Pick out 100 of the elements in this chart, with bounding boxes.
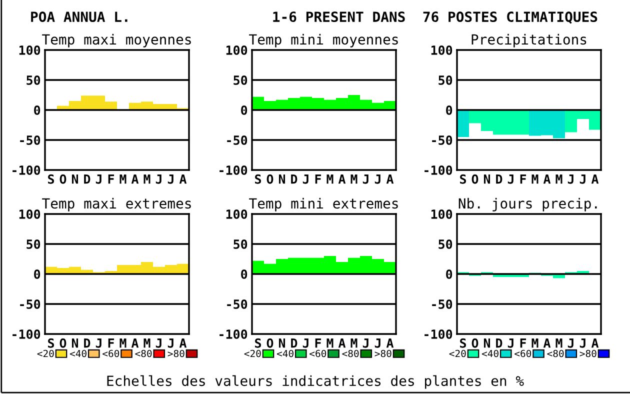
x-tick-label: M (144, 174, 150, 184)
x-tick-label: S (460, 174, 466, 184)
legend-label: <60 (102, 350, 120, 358)
x-tick-label: A (338, 174, 346, 184)
x-tick-label: N (484, 174, 490, 184)
legend-label: <20 (37, 350, 54, 358)
chart-title: Precipitations (472, 34, 586, 48)
x-tick-label: A (386, 338, 394, 348)
legend-label: <20 (449, 350, 466, 358)
x-tick-label: M (556, 338, 562, 348)
x-tick-label: O (472, 174, 478, 184)
chart-title: Temp maxi extremes (42, 198, 191, 212)
text: 1-6 PRESENT DANS 76 POSTES CLIMATIQUES (273, 12, 598, 24)
x-tick-label: D (291, 338, 298, 348)
legend-label: >80 (168, 350, 184, 358)
y-tick-label: 100 (431, 209, 452, 219)
chart-title: Temp maxi moyennes (42, 34, 191, 48)
y-tick-label: -100 (424, 329, 452, 339)
x-tick-label: F (108, 338, 114, 348)
x-tick-label: J (96, 174, 102, 184)
x-tick-label: J (580, 338, 586, 348)
y-tick-label: 50 (26, 75, 40, 85)
x-tick-label: A (131, 338, 139, 348)
y-tick-label: 100 (431, 45, 452, 55)
x-tick-label: F (315, 338, 322, 348)
x-tick-label: A (179, 338, 187, 348)
text: POA ANNUA L. (31, 12, 128, 22)
x-tick-label: O (60, 338, 66, 348)
y-tick-label: -50 (432, 135, 452, 145)
x-tick-label: M (350, 338, 358, 348)
x-tick-label: J (156, 174, 162, 184)
y-tick-label: 0 (34, 269, 40, 279)
y-tick-label: 100 (226, 45, 248, 55)
x-tick-label: J (568, 338, 574, 348)
y-tick-label: -100 (12, 165, 40, 175)
x-tick-label: M (350, 174, 358, 184)
legend-label: <60 (514, 350, 532, 358)
x-tick-label: F (315, 174, 322, 184)
x-tick-label: A (131, 174, 139, 184)
x-tick-label: M (120, 174, 126, 184)
x-tick-label: J (362, 174, 368, 184)
y-tick-label: 0 (446, 269, 452, 279)
legend-label: >80 (374, 350, 392, 358)
x-tick-label: M (532, 174, 538, 184)
x-tick-label: D (496, 174, 502, 184)
legend-label: >80 (580, 350, 596, 358)
legend-label: <80 (342, 350, 359, 358)
x-tick-label: O (266, 338, 274, 348)
text: Echelles des valeurs indicatrices des plantes en % (107, 375, 524, 389)
x-tick-label: J (168, 174, 174, 184)
legend-label: <40 (276, 350, 294, 358)
x-tick-label: D (84, 174, 90, 184)
y-tick-label: -100 (12, 329, 40, 339)
x-tick-label: N (72, 174, 78, 184)
legend-label: <20 (244, 350, 261, 358)
x-tick-label: F (108, 174, 114, 184)
x-tick-label: S (48, 338, 54, 348)
y-tick-label: -50 (227, 299, 248, 309)
legend-label: <40 (70, 350, 86, 358)
x-tick-label: J (374, 338, 380, 348)
legend-label: <80 (547, 350, 564, 358)
y-tick-label: -100 (220, 329, 248, 339)
y-tick-label: 50 (234, 75, 248, 85)
y-tick-label: 50 (234, 239, 248, 249)
x-tick-label: D (291, 174, 298, 184)
y-tick-label: 100 (19, 45, 40, 55)
y-tick-label: -50 (20, 299, 40, 309)
x-tick-label: J (168, 338, 174, 348)
x-tick-label: J (302, 338, 308, 348)
x-tick-label: A (543, 338, 551, 348)
x-tick-label: A (386, 174, 394, 184)
x-tick-label: J (508, 338, 514, 348)
x-tick-label: A (543, 174, 551, 184)
x-tick-label: A (591, 174, 599, 184)
x-tick-label: O (266, 174, 274, 184)
legend-label: <60 (310, 350, 326, 358)
x-tick-label: D (496, 338, 502, 348)
x-tick-label: J (568, 174, 574, 184)
x-tick-label: J (96, 338, 102, 348)
y-tick-label: 0 (241, 105, 248, 115)
y-tick-label: 50 (26, 239, 40, 249)
y-tick-label: -100 (220, 165, 248, 175)
x-tick-label: S (255, 338, 262, 348)
chart-title: Temp mini moyennes (249, 34, 398, 48)
x-tick-label: N (278, 338, 286, 348)
y-tick-label: -50 (227, 135, 248, 145)
x-tick-label: S (48, 174, 54, 184)
y-tick-label: 100 (226, 209, 248, 219)
x-tick-label: O (472, 338, 478, 348)
y-tick-label: 0 (446, 105, 452, 115)
legend-label: <40 (482, 350, 498, 358)
y-tick-label: 0 (241, 269, 248, 279)
y-tick-label: -100 (424, 165, 452, 175)
x-tick-label: O (60, 174, 66, 184)
x-tick-label: J (508, 174, 514, 184)
chart-title: Temp mini extremes (249, 198, 398, 212)
x-tick-label: J (374, 174, 380, 184)
x-tick-label: S (460, 338, 466, 348)
x-tick-label: J (362, 338, 368, 348)
x-tick-label: N (72, 338, 78, 348)
